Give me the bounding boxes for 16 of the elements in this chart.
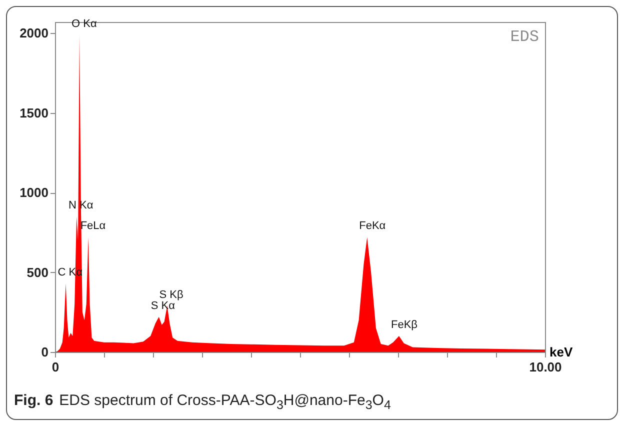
y-tick-label: 0 [41,344,48,360]
x-axis-title: keV [550,344,573,360]
annotation: EDS [510,28,539,46]
y-tick-label: 1500 [20,105,48,120]
y-tick-label: 2000 [20,26,48,41]
annotation: O Kα [72,18,98,30]
annotation: S Kβ [159,288,184,301]
annotation: FeKβ [390,319,418,332]
x-tick-label: 10.00 [529,360,562,374]
annotation: FeLα [80,220,106,232]
annotation: FeKα [359,220,386,232]
annotation: S Kα [150,300,176,312]
y-tick-label: 500 [26,264,48,280]
caption: Fig. 6 [14,392,54,409]
y-tick-label: 1000 [20,185,48,200]
text: EDS spectrum of Cross-PAA-SO$_{3}$H@nano-Fe$_{3}$O$_{4}$ [59,392,391,412]
